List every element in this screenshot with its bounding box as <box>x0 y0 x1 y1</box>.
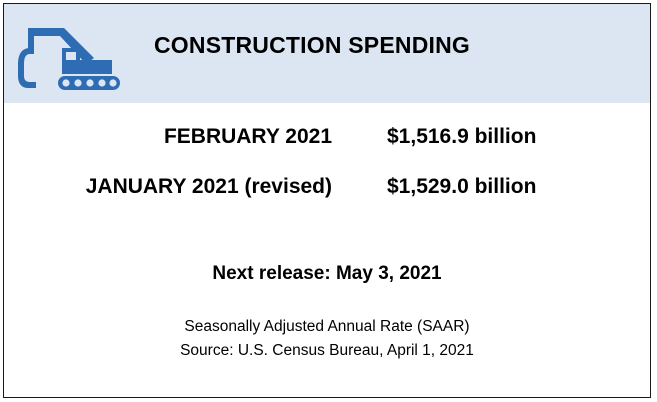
period-label: JANUARY 2021 (revised) <box>85 175 332 198</box>
header-banner: CONSTRUCTION SPENDING <box>4 4 650 103</box>
next-release-date: Next release: May 3, 2021 <box>212 263 442 284</box>
banner-title: CONSTRUCTION SPENDING <box>154 32 470 58</box>
figure-row-january: JANUARY 2021 (revised) $1,529.0 billion <box>4 175 650 205</box>
construction-spending-card: CONSTRUCTION SPENDING FEBRUARY 2021 $1,5… <box>3 3 651 398</box>
period-label: FEBRUARY 2021 <box>163 125 332 148</box>
rate-basis-note: Seasonally Adjusted Annual Rate (SAAR) <box>184 318 470 335</box>
spending-amount: $1,529.0 billion <box>387 175 537 198</box>
figure-row-february: FEBRUARY 2021 $1,516.9 billion <box>4 125 650 155</box>
excavator-icon <box>18 28 120 90</box>
source-note: Source: U.S. Census Bureau, April 1, 202… <box>180 342 474 359</box>
spending-amount: $1,516.9 billion <box>387 125 537 148</box>
